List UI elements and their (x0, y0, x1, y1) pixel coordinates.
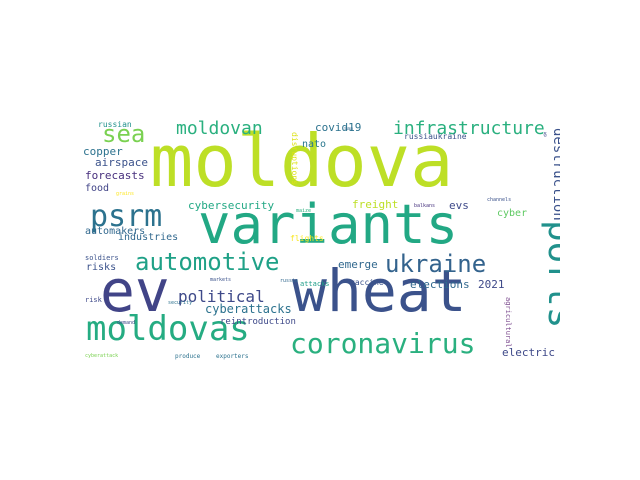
cloud-word: electric (502, 346, 555, 359)
cloud-word: cyberattacks (205, 302, 292, 316)
cloud-word: ev (100, 257, 170, 325)
cloud-word: automakers (85, 226, 146, 237)
cloud-word: disruptions (290, 132, 299, 185)
cloud-word: cybersecurity (188, 199, 275, 212)
cloud-word: infrastructure (393, 118, 545, 139)
cloud-word: risks (86, 262, 117, 273)
cloud-word: automotive (135, 248, 280, 276)
cloud-word: ports (540, 220, 560, 329)
word-cloud: moldova variants wheat ev psrm moldovas sea por… (80, 112, 560, 372)
cloud-word: russiaukraine (404, 132, 467, 141)
cloud-word: soldiers (85, 254, 119, 262)
cloud-word: emerge (338, 258, 378, 271)
cloud-word: nato (302, 139, 327, 150)
cloud-word: covid19 (315, 121, 362, 134)
cloud-word: security (168, 300, 193, 306)
cloud-word: agricultural (504, 297, 512, 348)
cloud-word: variants (198, 193, 459, 256)
cloud-word: political (178, 287, 265, 306)
cloud-word: freight (352, 198, 399, 211)
cloud-word: markets (210, 277, 232, 283)
cloud-word: channels (487, 197, 512, 203)
cloud-word: saa (344, 126, 354, 132)
cloud-word: coronavirus (290, 327, 476, 360)
cloud-word: ukraine (385, 250, 487, 278)
cloud-word: 2021 (478, 278, 505, 291)
cloud-word: moldovan (176, 118, 263, 139)
cloud-word: forecasts (85, 169, 145, 182)
cloud-word: risk (85, 296, 102, 304)
cloud-word: produce (175, 353, 201, 360)
cloud-word: destruction (550, 128, 560, 221)
cloud-word: moldovas (86, 309, 250, 349)
cloud-word: evs (449, 199, 469, 212)
cloud-word: grains (116, 191, 135, 197)
cloud-word: industries (118, 232, 179, 243)
cloud-word: russia (280, 278, 299, 284)
cloud-word: flights (290, 234, 324, 243)
cloud-word: reintroduction (220, 317, 296, 327)
cloud-word: sea (102, 120, 146, 148)
cloud-word: moldova (150, 119, 454, 203)
cloud-word: exporters (216, 353, 249, 360)
cloud-word: wheat (292, 257, 467, 325)
cloud-word: cyberattack (85, 353, 119, 359)
cloud-word: copper (83, 145, 123, 158)
cloud-word: russian (98, 120, 132, 129)
cloud-word: demand (117, 320, 136, 326)
cloud-word: attacks (300, 280, 330, 288)
cloud-word: maize (296, 208, 312, 214)
cloud-word: elections (410, 278, 470, 291)
cloud-word: psrm (90, 199, 163, 234)
cloud-word: cyber (497, 208, 528, 219)
cloud-word: vaccine (350, 278, 384, 287)
cloud-word: airspace (95, 156, 148, 169)
cloud-word: wp (543, 132, 548, 137)
cloud-word: balkans (414, 203, 436, 209)
cloud-word: food (85, 183, 110, 194)
